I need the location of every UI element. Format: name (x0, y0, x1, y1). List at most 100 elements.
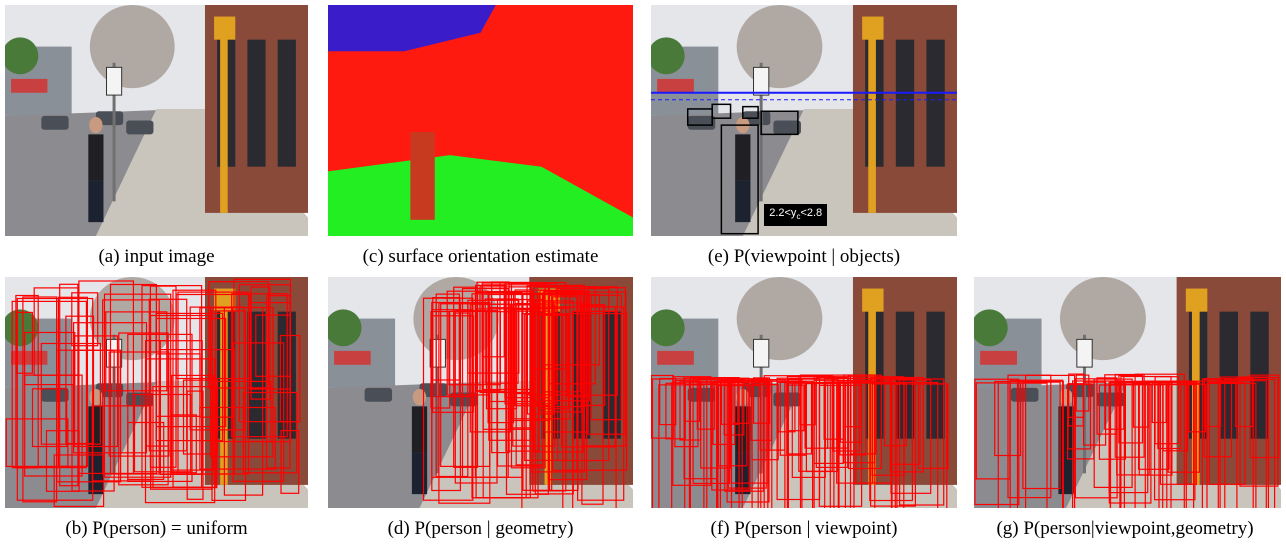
tree (1059, 277, 1146, 361)
candidate-box (823, 381, 845, 440)
candidate-box (53, 454, 105, 508)
window (277, 39, 296, 167)
candidate-box (59, 283, 79, 487)
candidate-box (105, 311, 168, 392)
caption-d: (d) P(person | geometry) (387, 518, 574, 539)
street-photo (5, 5, 308, 236)
candidate-box (141, 285, 203, 488)
surface-map (328, 5, 633, 236)
candidate-box (1116, 381, 1150, 476)
candidate-box (488, 290, 533, 441)
candidate-box (855, 379, 893, 484)
candidate-box (751, 383, 779, 461)
parking-sign (429, 338, 446, 368)
storefront (657, 78, 694, 93)
candidate-box (496, 298, 544, 467)
candidate-box (1217, 380, 1267, 508)
candidate-box (16, 297, 94, 501)
person-body (88, 134, 104, 181)
candidate-box (144, 358, 216, 504)
candidate-box (572, 310, 617, 508)
candidate-box (994, 380, 1022, 457)
storefront (980, 350, 1017, 365)
scene-svg (651, 5, 957, 236)
person-body (88, 406, 104, 453)
candidate-box (521, 313, 564, 508)
viewpoint-label-prefix: 2.2<y (769, 206, 797, 219)
candidate-box (242, 391, 298, 474)
candidate-box (208, 281, 270, 389)
candidate-box (889, 376, 924, 473)
candidate-box (757, 380, 814, 508)
candidate-box (467, 299, 520, 374)
object-box (760, 110, 799, 136)
car (95, 111, 124, 126)
candidate-box (55, 349, 122, 483)
tree (736, 5, 823, 89)
traffic-pole (220, 23, 228, 213)
person-head (412, 389, 427, 406)
candidate-box (1138, 381, 1170, 470)
panel-b-uniform (5, 277, 308, 508)
tree-green (651, 37, 685, 75)
candidate-box (541, 293, 601, 366)
viewpoint-label: 2.2<yc<2.8 (764, 203, 828, 226)
candidate-box (1219, 376, 1270, 508)
car (687, 387, 716, 402)
candidate-box (266, 295, 291, 469)
candidate-box (232, 342, 285, 482)
window (895, 39, 915, 167)
candidate-box (1022, 381, 1061, 490)
candidate-box (786, 375, 835, 508)
candidate-box (752, 377, 771, 424)
candidate-box (832, 376, 860, 452)
scene-svg (974, 277, 1281, 508)
candidate-box (1071, 380, 1125, 508)
candidate-box (71, 292, 99, 347)
candidate-box (223, 306, 264, 496)
viewpoint-label-sub: c (796, 211, 801, 221)
candidate-box (850, 381, 877, 455)
candidate-box (31, 388, 68, 448)
candidate-box (133, 393, 192, 473)
candidate-box (45, 430, 80, 492)
candidate-box (1249, 374, 1280, 459)
car (41, 387, 69, 402)
candidate-box (102, 299, 160, 475)
candidate-box (884, 383, 907, 447)
candidate-box (108, 351, 170, 457)
panel-f-viewpoint (651, 277, 957, 508)
candidate-box (231, 293, 288, 438)
candidate-box (1162, 380, 1189, 452)
caption-e: (e) P(viewpoint | objects) (707, 246, 901, 267)
candidate-box (422, 297, 474, 501)
candidate-box (696, 378, 716, 430)
window (895, 311, 915, 439)
sign-pole (436, 334, 440, 474)
candidate-box (1068, 373, 1085, 418)
candidate-box (688, 380, 743, 508)
candidate-box (548, 294, 579, 491)
panel-g-viewpoint-geometry (974, 277, 1281, 508)
tree-green (651, 309, 685, 347)
candidate-box (155, 312, 224, 442)
candidate-box (199, 406, 276, 470)
scene-svg (5, 277, 308, 508)
person-body (411, 406, 428, 453)
tree-green (5, 37, 39, 75)
candidate-box (78, 280, 135, 474)
scene-svg (5, 5, 308, 236)
candidate-box (505, 308, 549, 495)
candidate-box (1118, 374, 1144, 444)
panel-d-geometry (328, 277, 633, 508)
candidate-box (974, 378, 1020, 506)
sign-pole (112, 62, 116, 202)
candidate-box (491, 281, 510, 454)
candidate-box (899, 378, 945, 506)
street-photo (651, 5, 957, 236)
candidate-box (1208, 381, 1246, 485)
candidate-box (65, 315, 95, 445)
object-box (720, 124, 759, 235)
scene-svg (651, 277, 957, 508)
candidate-box (461, 288, 509, 478)
